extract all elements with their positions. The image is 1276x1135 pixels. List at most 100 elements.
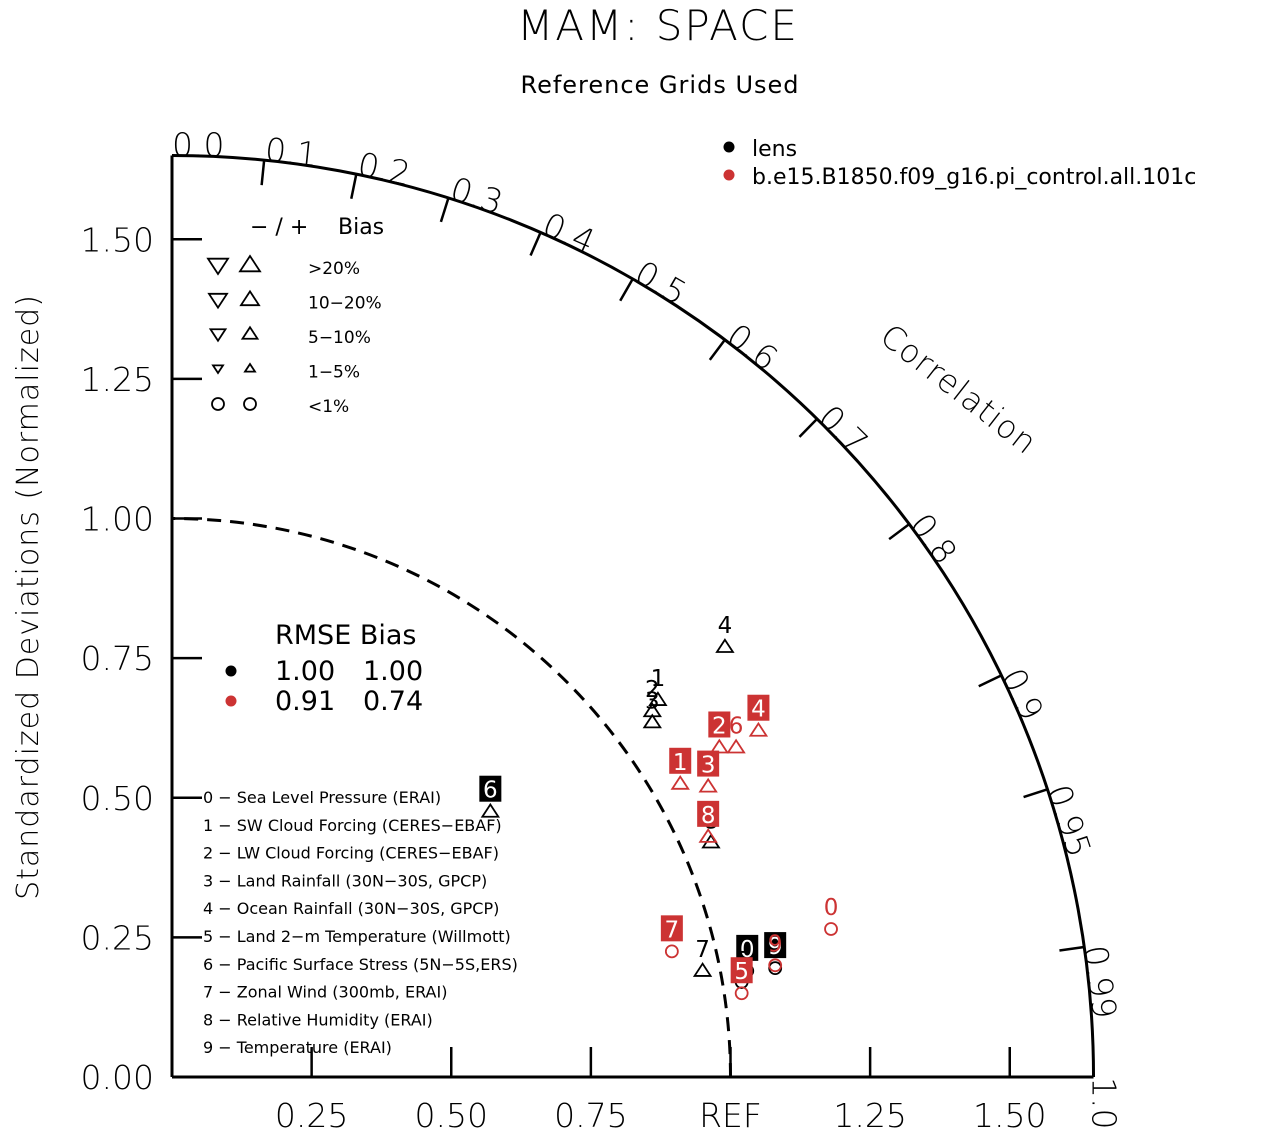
data-point-label: 8 [701, 803, 716, 829]
variable-index-item: 1 − SW Cloud Forcing (CERES−EBAF) [203, 816, 502, 835]
data-point-label: 1 [673, 750, 688, 776]
x-tick-label: 0.50 [415, 1096, 488, 1135]
corr-tick [619, 278, 634, 302]
data-point-label-box [736, 934, 759, 961]
rmse-legend-marker [225, 665, 237, 677]
corr-tick [1059, 945, 1085, 952]
data-point-label-box [730, 957, 753, 984]
y-tick-label: 1.50 [81, 220, 154, 259]
y-tick-label: 1.00 [81, 500, 154, 539]
y-tick-label: 0.25 [81, 918, 154, 957]
series-legend-label: b.e15.B1850.f09_g16.pi_control.all.101c [752, 165, 1196, 190]
data-point-label: 0 [824, 895, 839, 921]
corr-tick [978, 674, 1002, 688]
corr-tick-label: 0.8 [902, 506, 965, 571]
corr-tick-label: 0.7 [811, 397, 876, 462]
data-point-marker [824, 922, 838, 936]
data-point-marker [692, 962, 713, 977]
corr-tick-label: 0.0 [172, 125, 224, 164]
variable-index-item: 6 − Pacific Surface Stress (5N−5S,ERS) [203, 955, 518, 974]
data-point-label: 5 [734, 959, 749, 985]
rmse-legend-header: RMSE Bias [275, 620, 416, 651]
variable-index-item: 9 − Temperature (ERAI) [203, 1038, 392, 1057]
data-point-marker [698, 827, 718, 843]
bias-legend-signs: − / + [250, 215, 308, 240]
data-point-marker [715, 638, 735, 653]
data-point-label-box [697, 750, 720, 777]
data-point: 3 [642, 688, 662, 729]
data-point-label-box [660, 915, 683, 942]
data-point-label: 1 [651, 666, 666, 692]
variable-index-item: 3 − Land Rainfall (30N−30S, GPCP) [203, 871, 487, 890]
bias-legend-down-triangle [207, 292, 229, 310]
x-tick-label: 0.25 [275, 1096, 348, 1135]
data-point-label: 6 [729, 713, 744, 739]
corr-tick [260, 159, 266, 186]
variable-index-item: 8 − Relative Humidity (ERAI) [203, 1010, 433, 1029]
data-point: 6 [726, 713, 746, 754]
corr-tick [529, 231, 542, 256]
data-point: 0 [736, 934, 759, 978]
data-point-marker [664, 944, 679, 959]
data-point: 4 [715, 613, 735, 653]
data-point: 5 [730, 957, 753, 1001]
data-point: 3 [697, 750, 720, 793]
series-legend-marker [723, 169, 735, 181]
legend-group: lens b.e15.B1850.f09_g16.pi_control.all.1… [203, 137, 1196, 1057]
data-point-label: 7 [695, 937, 710, 963]
data-point-marker [709, 738, 729, 754]
rmse-legend-rmse: 0.91 [275, 686, 335, 717]
data-point-label: 9 [768, 934, 783, 960]
data-point-label-box [697, 800, 720, 827]
data-point: 1 [669, 747, 692, 790]
bias-legend-up-triangle [239, 289, 261, 307]
correlation-title: Correlation [873, 316, 1045, 462]
data-point: 6 [479, 775, 502, 818]
corr-tick [708, 339, 726, 361]
bias-legend-up-triangle [243, 362, 257, 373]
bias-legend-label: <1% [308, 397, 349, 417]
data-point-label: 6 [483, 778, 498, 804]
bias-legend-circle [243, 397, 257, 411]
x-tick-label: REF [699, 1096, 762, 1135]
bias-legend-up-triangle [240, 325, 260, 340]
outer-arc [171, 153, 1096, 1078]
data-point-label: 3 [701, 753, 716, 779]
data-point-label: 2 [645, 677, 660, 703]
data-point-marker [748, 721, 769, 737]
bias-legend-label: 1−5% [308, 363, 360, 383]
data-point-marker [642, 713, 662, 729]
rmse-legend-rmse: 1.00 [275, 656, 335, 687]
corr-tick-label: 0.9 [993, 662, 1051, 726]
x-tick-label: 1.25 [833, 1096, 906, 1135]
data-point-label-box [479, 775, 502, 802]
y-tick-label: 0.75 [81, 639, 154, 678]
data-point-label: 0 [740, 937, 755, 963]
rmse-legend-marker [225, 695, 237, 707]
variable-index-item: 7 − Zonal Wind (300mb, ERAI) [203, 983, 447, 1002]
data-point-marker [726, 738, 746, 754]
bias-legend-down-triangle [211, 364, 225, 375]
data-point-marker [734, 986, 749, 1001]
y-tick-label: 0.00 [81, 1058, 154, 1097]
series-legend-label: lens [752, 137, 797, 162]
data-point-label: 9 [768, 931, 783, 957]
chart-title: MAM: SPACE [517, 1, 799, 50]
variable-index-item: 5 − Land 2−m Temperature (Willmott) [203, 927, 511, 946]
data-point-marker [698, 777, 718, 793]
bias-legend-circle [211, 397, 225, 411]
variable-index-item: 4 − Ocean Rainfall (30N−30S, GPCP) [203, 899, 499, 918]
data-point-label-box [764, 932, 787, 959]
bias-legend-label: >20% [308, 259, 360, 279]
data-point: 1 [648, 666, 668, 706]
y-tick-label: 0.50 [81, 779, 154, 818]
data-point-label: 3 [645, 688, 660, 714]
bias-legend-label: 10−20% [308, 294, 382, 314]
bias-legend-up-triangle [238, 254, 262, 273]
reference-arc [171, 517, 732, 1078]
bias-legend-down-triangle [208, 328, 228, 343]
data-point-label: 2 [712, 713, 727, 739]
data-point-label-box [708, 711, 731, 738]
corr-tick-label: 0.99 [1076, 943, 1125, 1021]
